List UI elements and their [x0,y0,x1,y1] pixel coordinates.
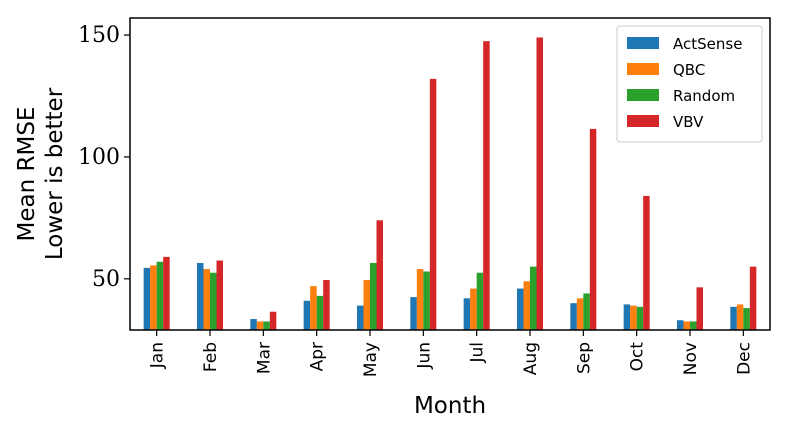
x-tick-label-sep: Sep [574,342,594,374]
bar-jul-vbv [483,41,490,330]
y-axis-label-line-2: Lower is better [42,87,68,260]
plot-frame [129,17,771,331]
bar-sep-actsense [570,303,577,330]
bar-jan-actsense [143,267,151,330]
x-tick-label-jun: Jun [414,342,434,370]
bar-nov-qbc [683,321,690,330]
bar-may-vbv [376,220,383,330]
legend-box [616,25,763,143]
legend-label-actsense: ActSense [673,35,742,53]
bar-mar-qbc [256,321,264,330]
bar-jun-vbv [429,78,437,330]
x-tick-label-apr: Apr [308,342,328,371]
bar-feb-actsense [197,262,204,330]
bar-oct-qbc [630,305,637,330]
x-axis-label: Month [414,393,486,419]
x-tick-label-mar: Mar [254,342,274,374]
bar-dec-qbc [736,304,744,330]
x-tick-label-jan: Jan [148,342,168,369]
bar-jan-random [156,261,164,330]
legend-swatch-actsense [627,37,659,49]
bar-jul-random [476,272,484,330]
bar-oct-vbv [643,195,650,330]
bar-feb-qbc [203,269,210,330]
bar-dec-random [743,308,750,330]
x-tick-label-dec: Dec [734,342,754,375]
x-tick-label-aug: Aug [521,342,541,375]
legend-swatch-vbv [627,115,659,127]
bar-dec-vbv [749,266,757,330]
bar-oct-random [636,306,644,330]
bar-mar-actsense [250,319,257,330]
bar-feb-vbv [216,260,223,330]
bar-sep-vbv [589,128,597,330]
bar-sep-random [583,293,590,330]
bar-sep-qbc [576,298,584,330]
bar-dec-actsense [730,306,737,330]
bar-aug-vbv [536,37,543,330]
legend-label-vbv: VBV [673,113,704,131]
bar-aug-qbc [523,281,530,330]
bar-jan-vbv [163,256,170,330]
bar-may-actsense [357,305,364,330]
y-axis-label-line-1: Mean RMSE [14,107,40,242]
bar-feb-random [210,272,217,330]
bars-layer [143,37,757,330]
bar-aug-actsense [517,288,524,330]
x-tick-label-may: May [361,342,381,377]
bar-jul-qbc [470,288,477,330]
x-tick-label-feb: Feb [201,342,221,372]
x-tick-label-oct: Oct [628,342,648,372]
bar-apr-vbv [323,280,330,330]
bar-jun-actsense [410,297,417,330]
bar-oct-actsense [623,304,631,330]
legend-swatch-qbc [627,63,659,75]
x-tick-label-jul: Jul [468,342,488,364]
bar-may-qbc [363,280,370,330]
bar-may-random [370,262,377,330]
x-axis: Jan Feb Mar Apr May Jun Jul Aug Sep Oct Nov Dec [148,330,754,377]
x-tick-label-nov: Nov [681,342,701,375]
bar-nov-random [690,321,697,330]
bar-nov-vbv [696,287,703,330]
bar-jun-random [423,271,430,330]
y-axis: 50 100 150 [78,23,130,292]
bar-jun-qbc [416,269,424,330]
bar-mar-vbv [269,311,277,330]
bar-apr-random [316,295,324,330]
legend-label-random: Random [673,87,735,105]
y-tick-label-150: 150 [78,23,120,48]
legend-label-qbc: QBC [673,61,705,79]
y-tick-label-50: 50 [92,267,120,292]
bar-jan-qbc [150,265,157,330]
bar-apr-qbc [310,286,317,330]
bar-nov-actsense [677,320,684,330]
legend: ActSense QBC Random VBV [616,25,763,143]
bar-aug-random [530,266,537,330]
bar-mar-random [263,321,270,330]
bar-apr-actsense [303,300,311,330]
bar-jul-actsense [463,298,471,330]
legend-swatch-random [627,89,659,101]
y-tick-label-100: 100 [78,145,120,170]
